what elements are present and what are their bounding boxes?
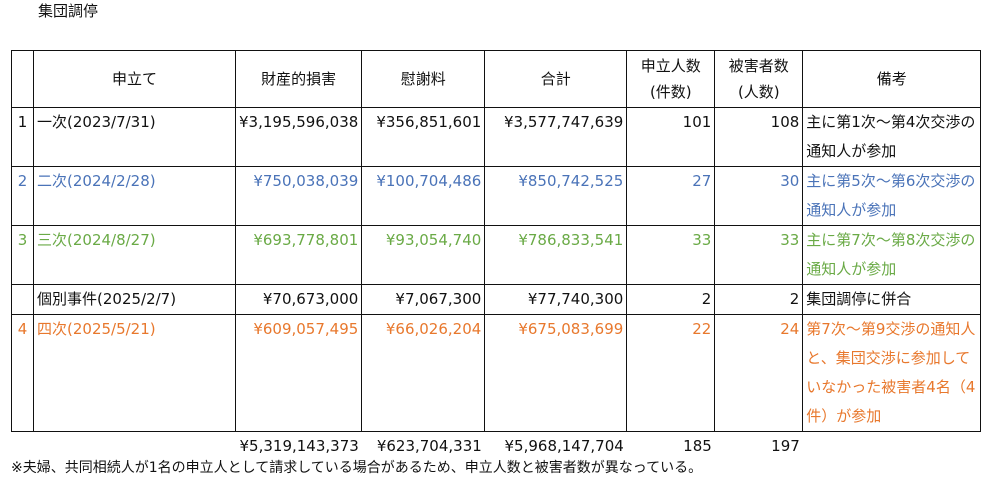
row-number: 3 (11, 225, 34, 285)
row-total: ¥850,742,525 (484, 166, 628, 226)
header-row: 申立て 財産的損害 慰謝料 合計 申立人数 (件数) 被害者数 (人数) 備考 (11, 50, 982, 108)
row-solatium: ¥100,704,486 (361, 166, 486, 226)
table-row: 4 四次(2025/5/21) ¥609,057,495 ¥66,026,204… (11, 314, 982, 432)
total-amount: ¥5,968,147,704 (504, 437, 624, 455)
row-total: ¥3,577,747,639 (484, 107, 628, 167)
row-number (11, 284, 34, 315)
row-solatium: ¥93,054,740 (361, 225, 486, 285)
table-row: 2 二次(2024/2/28) ¥750,038,039 ¥100,704,48… (11, 166, 982, 226)
row-solatium: ¥356,851,601 (361, 107, 486, 167)
row-property-damage: ¥693,778,801 (234, 225, 363, 285)
table-row: 個別事件(2025/2/7) ¥70,673,000 ¥7,067,300 ¥7… (11, 284, 982, 315)
row-application: 四次(2025/5/21) (33, 314, 236, 432)
table-row: 3 三次(2024/8/27) ¥693,778,801 ¥93,054,740… (11, 225, 982, 285)
row-number: 1 (11, 107, 34, 167)
row-victims: 33 (714, 225, 804, 285)
header-no (11, 50, 34, 108)
header-solatium: 慰謝料 (361, 50, 486, 108)
row-application: 一次(2023/7/31) (33, 107, 236, 167)
row-applicants: 2 (626, 284, 716, 315)
row-victims: 30 (714, 166, 804, 226)
footnote: ※夫婦、共同相続人が1名の申立人として請求している場合があるため、申立人数と被害… (11, 460, 703, 476)
total-property-damage: ¥5,319,143,373 (239, 437, 359, 455)
header-application: 申立て (33, 50, 236, 108)
row-property-damage: ¥609,057,495 (234, 314, 363, 432)
totals-row: ¥5,319,143,373 ¥623,704,331 ¥5,968,147,7… (12, 432, 981, 462)
total-solatium: ¥623,704,331 (376, 437, 482, 455)
row-application: 三次(2024/8/27) (33, 225, 236, 285)
header-applicants-line2: (件数) (649, 83, 692, 101)
total-applicants: 185 (683, 437, 712, 455)
row-victims: 24 (714, 314, 804, 432)
header-applicants: 申立人数 (件数) (626, 50, 716, 108)
row-number: 4 (11, 314, 34, 432)
row-remarks: 主に第5次～第6次交渉の通知人が参加 (802, 166, 982, 226)
row-solatium: ¥7,067,300 (361, 284, 486, 315)
row-applicants: 33 (626, 225, 716, 285)
row-applicants: 27 (626, 166, 716, 226)
row-total: ¥786,833,541 (484, 225, 628, 285)
row-remarks: 第7次～第9交渉の通知人と、集団交渉に参加していなかった被害者4名（4件）が参加 (802, 314, 982, 432)
row-victims: 108 (714, 107, 804, 167)
row-application: 個別事件(2025/2/7) (33, 284, 236, 315)
mediation-table: 申立て 財産的損害 慰謝料 合計 申立人数 (件数) 被害者数 (人数) 備考 … (11, 50, 982, 462)
header-applicants-line1: 申立人数 (640, 57, 701, 75)
total-victims: 197 (771, 437, 800, 455)
header-victims-line1: 被害者数 (728, 57, 789, 75)
row-total: ¥675,083,699 (484, 314, 628, 432)
header-total: 合計 (484, 50, 628, 108)
header-remarks: 備考 (802, 50, 982, 108)
row-property-damage: ¥3,195,596,038 (234, 107, 363, 167)
row-solatium: ¥66,026,204 (361, 314, 486, 432)
row-victims: 2 (714, 284, 804, 315)
row-application: 二次(2024/2/28) (33, 166, 236, 226)
header-victims-line2: (人数) (737, 83, 780, 101)
row-number: 2 (11, 166, 34, 226)
row-applicants: 101 (626, 107, 716, 167)
row-property-damage: ¥750,038,039 (234, 166, 363, 226)
table-row: 1 一次(2023/7/31) ¥3,195,596,038 ¥356,851,… (11, 107, 982, 167)
header-victims: 被害者数 (人数) (714, 50, 804, 108)
row-remarks: 主に第1次～第4次交渉の通知人が参加 (802, 107, 982, 167)
row-property-damage: ¥70,673,000 (234, 284, 363, 315)
header-property-damage: 財産的損害 (234, 50, 363, 108)
row-remarks: 集団調停に併合 (802, 284, 982, 315)
row-remarks: 主に第7次～第8次交渉の通知人が参加 (802, 225, 982, 285)
page-title: 集団調停 (38, 2, 99, 20)
row-total: ¥77,740,300 (484, 284, 628, 315)
row-applicants: 22 (626, 314, 716, 432)
